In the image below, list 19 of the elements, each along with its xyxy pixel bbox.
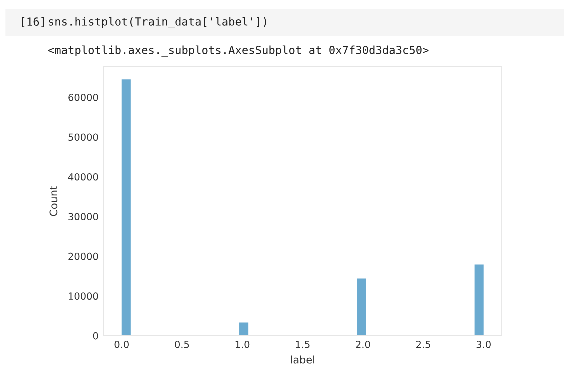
y-tick-label: 20000 <box>68 252 98 260</box>
x-tick-label: 2.0 <box>356 340 370 348</box>
y-tick-label: 30000 <box>68 213 98 221</box>
text: [16] <box>22 17 44 28</box>
x-tick-label: 2.5 <box>416 340 430 348</box>
y-tick-label: 50000 <box>68 134 98 142</box>
y-tick-label: 0 <box>93 332 98 340</box>
x-tick-label: 1.5 <box>296 341 310 348</box>
y-tick-label: 60000 <box>68 94 98 102</box>
x-tick-label: 3.0 <box>476 340 491 348</box>
x-tick-label: 0.5 <box>175 340 190 348</box>
text: <matplotlib.axes._subplots.AxesSubplot at 0x7f30d3da3c50> <box>48 46 429 57</box>
text: sns.histplot(Train_data['label']) <box>49 17 266 28</box>
x-tick-label: 0.0 <box>114 340 129 348</box>
y-tick-label: 10000 <box>69 292 98 300</box>
y-axis-title: Count <box>50 186 58 216</box>
y-tick-label: 40000 <box>68 173 98 181</box>
x-axis-title: label <box>291 356 314 364</box>
x-tick-label: 1.0 <box>236 340 250 348</box>
